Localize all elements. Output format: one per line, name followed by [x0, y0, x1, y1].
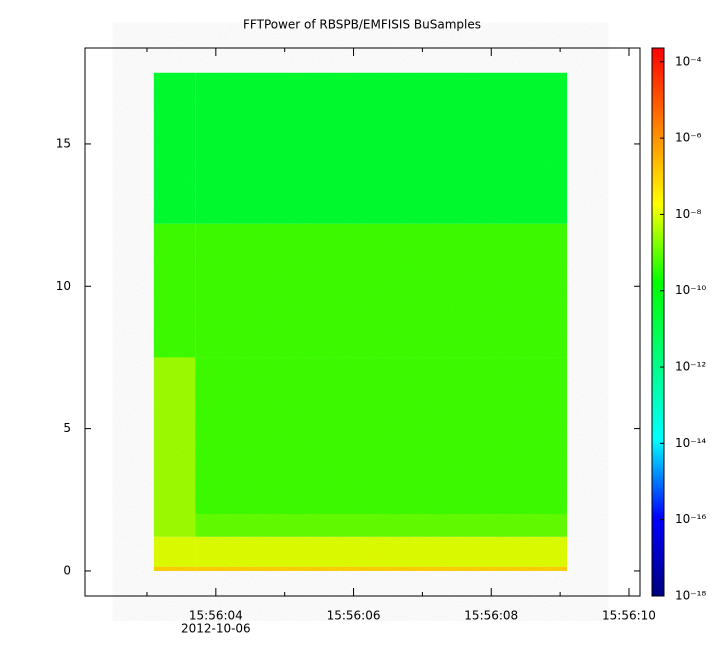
- y-tick-label: 15: [56, 136, 71, 150]
- x-tick-label: 15:56:06: [327, 609, 381, 623]
- colorbar-frame: [651, 47, 665, 597]
- x-tick-label: 15:56:10: [602, 609, 656, 623]
- y-tick-label: 5: [63, 421, 71, 435]
- colorbar-tick-label: 10⁻¹⁴: [675, 436, 706, 450]
- colorbar-tick-label: 10⁻¹⁸: [675, 589, 706, 603]
- colorbar-tick-label: 10⁻¹²: [675, 360, 706, 374]
- colorbar-tick-label: 10⁻¹⁰: [675, 283, 706, 297]
- colorbar-tick-label: 10⁻¹⁶: [675, 512, 706, 526]
- colorbar-tick-label: 10⁻⁸: [675, 207, 702, 221]
- colorbar-tick-label: 10⁻⁴: [675, 54, 702, 68]
- texture: [153, 72, 568, 571]
- colorbar: [652, 48, 664, 596]
- x-tick-label: 15:56:08: [464, 609, 518, 623]
- y-tick-label: 0: [63, 563, 71, 577]
- chart-title: FFTPower of RBSPB/EMFISIS BuSamples: [243, 18, 481, 32]
- y-tick-label: 10: [56, 279, 71, 293]
- colorbar-tick-label: 10⁻⁶: [675, 131, 702, 145]
- x-tick-label: 15:56:04: [189, 609, 243, 623]
- plot-frame: [84, 47, 641, 597]
- date-label: 2012-10-06: [181, 622, 251, 636]
